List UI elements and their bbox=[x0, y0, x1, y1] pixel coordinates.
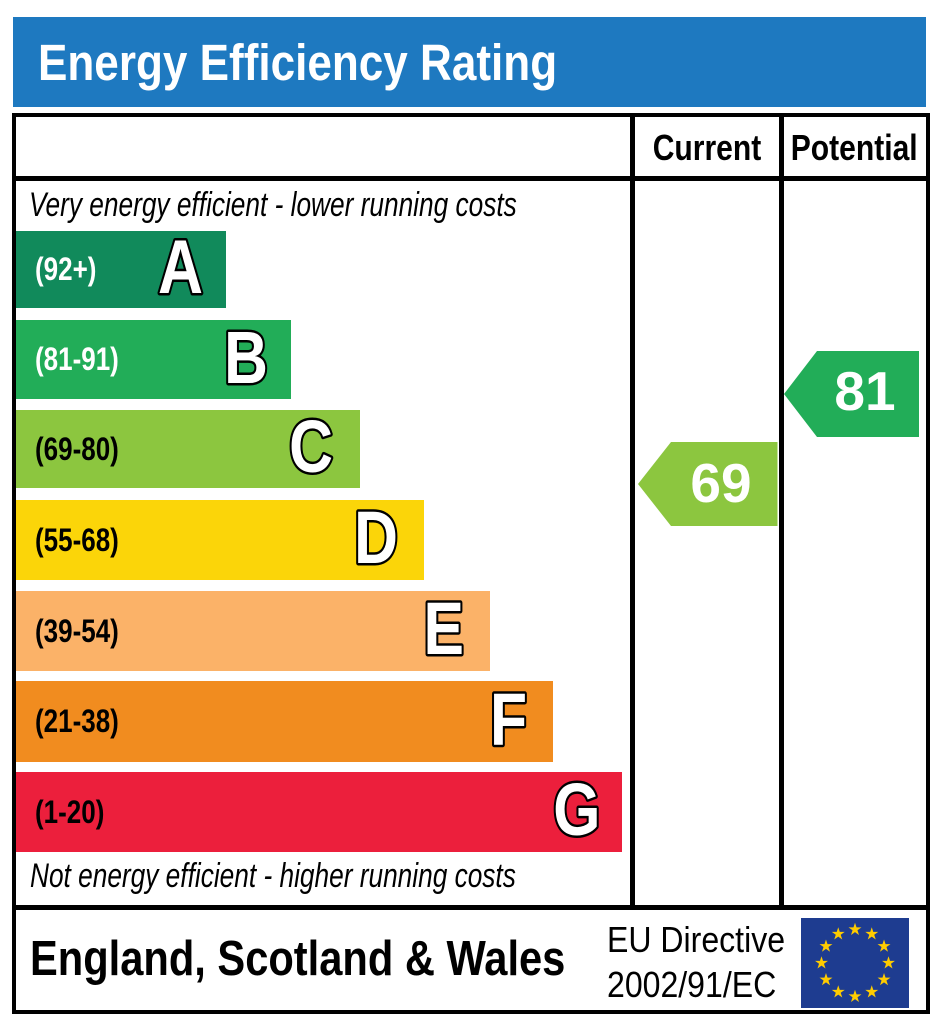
svg-text:B: B bbox=[224, 320, 268, 399]
svg-text:E: E bbox=[424, 591, 464, 670]
svg-text:D: D bbox=[354, 500, 398, 579]
svg-text:81: 81 bbox=[834, 360, 895, 422]
svg-text:A: A bbox=[158, 231, 203, 308]
svg-text:C: C bbox=[289, 410, 333, 488]
svg-text:G: G bbox=[553, 772, 600, 851]
svg-text:69: 69 bbox=[690, 452, 751, 514]
svg-text:F: F bbox=[490, 681, 527, 761]
